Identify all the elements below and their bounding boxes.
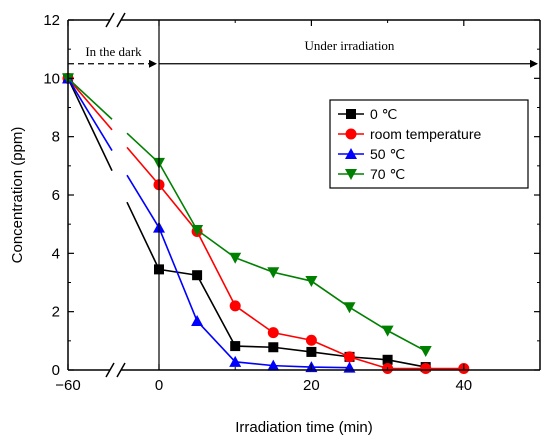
legend-marker	[345, 148, 357, 159]
data-point	[344, 351, 355, 363]
legend-marker	[345, 128, 357, 140]
y-tick-label: 0	[52, 362, 60, 379]
series-line-segment	[67, 77, 113, 131]
legend-label: 50 ℃	[370, 146, 405, 162]
series-line-segment	[67, 77, 113, 120]
x-tick-label: 40	[455, 377, 472, 394]
legend-label: 70 ℃	[370, 166, 405, 182]
data-point	[343, 302, 356, 314]
y-tick-label: 8	[52, 129, 60, 146]
data-point	[191, 315, 204, 326]
x-tick-label: −60	[55, 377, 80, 394]
dark-annotation: In the dark	[85, 44, 142, 59]
data-point	[382, 354, 393, 365]
data-point	[230, 341, 241, 352]
data-point	[267, 267, 280, 279]
y-tick-label: 12	[43, 12, 60, 29]
data-point	[267, 327, 279, 339]
axis-break-mark	[116, 362, 126, 378]
axis-break-mark	[105, 362, 115, 378]
data-point	[268, 342, 279, 353]
data-point	[419, 346, 432, 358]
data-point	[229, 252, 242, 264]
series-line-segment	[126, 174, 160, 229]
legend: 0 ℃ room temperature 50 ℃ 70 ℃	[329, 99, 529, 189]
data-point	[381, 325, 394, 337]
x-tick-label: 0	[155, 377, 163, 394]
y-tick-label: 4	[52, 245, 60, 262]
data-point	[229, 355, 242, 367]
legend-label: 0 ℃	[370, 106, 397, 122]
y-tick-label: 10	[43, 70, 60, 87]
legend-marker	[345, 169, 357, 180]
axis-break-mark	[116, 12, 126, 28]
data-point	[305, 334, 317, 346]
series-line	[158, 162, 427, 352]
data-point	[229, 300, 241, 312]
data-point	[306, 346, 317, 357]
data-point	[192, 270, 203, 281]
y-tick-label: 2	[52, 304, 60, 321]
y-tick-label: 6	[52, 187, 60, 204]
data-point	[420, 363, 432, 375]
series-line	[158, 227, 350, 369]
series-line	[158, 268, 426, 368]
axis-break-mark	[105, 12, 115, 28]
data-point	[267, 359, 280, 371]
x-axis-title: Irradiation time (min)	[235, 419, 373, 436]
x-tick-label: 20	[303, 377, 320, 394]
series-line-segment	[67, 77, 113, 151]
legend-marker	[346, 109, 356, 119]
legend-label: room temperature	[370, 126, 481, 142]
series-line-segment	[67, 77, 113, 172]
series-line-segment	[126, 146, 160, 186]
series-line-segment	[126, 201, 160, 270]
data-point	[305, 276, 318, 288]
data-point	[191, 225, 204, 236]
irradiation-annotation: Under irradiation	[305, 38, 395, 53]
y-axis-title: Concentration (ppm)	[9, 127, 26, 264]
series-2	[62, 72, 356, 373]
